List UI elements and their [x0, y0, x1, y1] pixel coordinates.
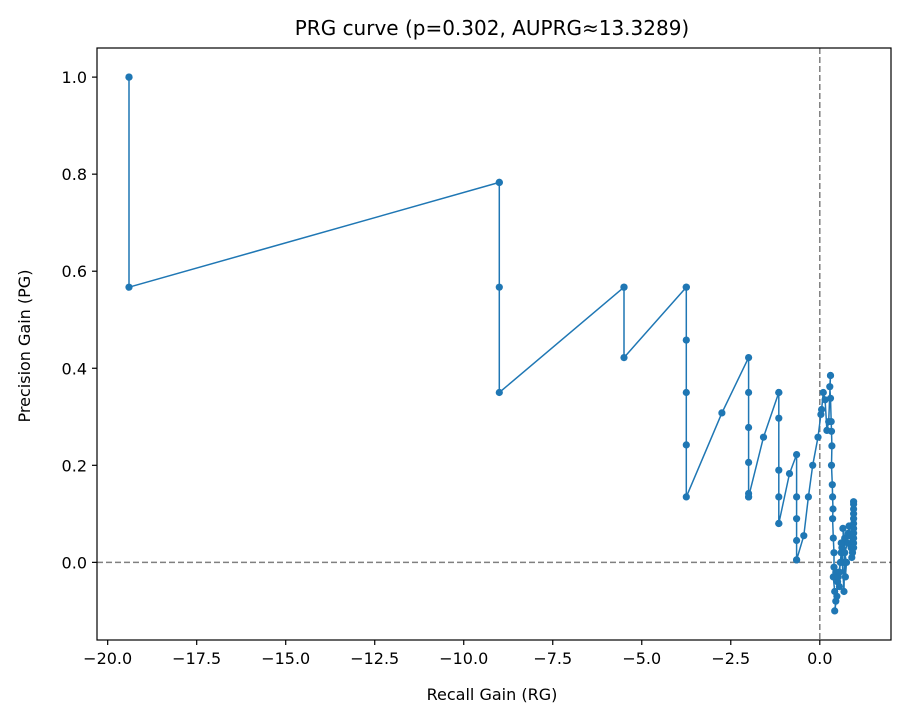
- data-point: [682, 388, 690, 397]
- data-point: [829, 493, 837, 501]
- y-tick-label: 0.2: [62, 456, 87, 475]
- x-tick-label: −15.0: [261, 649, 310, 668]
- data-point: [818, 405, 826, 414]
- data-point: [850, 515, 858, 523]
- x-tick-label: −20.0: [83, 649, 132, 668]
- data-point: [775, 414, 783, 422]
- data-point: [495, 283, 503, 291]
- data-point: [682, 493, 690, 501]
- data-point: [829, 515, 837, 523]
- y-tick-label: 0.8: [62, 165, 87, 184]
- x-tick-label: 0.0: [807, 649, 832, 668]
- plot-area: [97, 48, 891, 640]
- x-tick-label: −12.5: [350, 649, 399, 668]
- y-tick-label: 1.0: [62, 68, 87, 87]
- data-point: [809, 461, 817, 469]
- data-point: [827, 427, 836, 435]
- data-point: [682, 441, 690, 449]
- data-point: [850, 544, 858, 552]
- data-point: [821, 396, 829, 404]
- data-point: [841, 573, 850, 581]
- data-point: [745, 423, 753, 432]
- data-point: [827, 461, 836, 469]
- data-point: [793, 556, 801, 564]
- data-point: [785, 470, 794, 478]
- data-point: [835, 583, 844, 591]
- data-point: [814, 433, 822, 441]
- data-point: [495, 178, 503, 186]
- data-point: [620, 283, 628, 291]
- data-point: [835, 568, 844, 576]
- data-point: [831, 607, 839, 615]
- data-point: [841, 549, 849, 557]
- data-point: [775, 519, 783, 528]
- data-point: [850, 534, 858, 542]
- data-point: [793, 515, 801, 523]
- data-point: [826, 371, 835, 380]
- data-point: [800, 532, 808, 540]
- y-axis: 0.0 0.2 0.4 0.6 0.8 1.0: [62, 68, 97, 572]
- y-tick-label: 0.4: [62, 359, 87, 378]
- data-point: [839, 524, 847, 533]
- data-point: [682, 283, 690, 291]
- data-point: [819, 388, 827, 397]
- data-point: [826, 383, 834, 391]
- y-tick-label: 0.0: [62, 553, 87, 572]
- data-point: [745, 388, 753, 397]
- x-axis: −20.0 −17.5 −15.0 −12.5 −10.0 −7.5 −5.0 −2.5 0.0: [83, 640, 833, 668]
- data-point: [775, 493, 783, 501]
- x-tick-label: −2.5: [711, 649, 750, 668]
- y-axis-label: Precision Gain (PG): [15, 270, 34, 423]
- y-tick-label: 0.6: [62, 262, 87, 281]
- x-tick-label: −10.0: [439, 649, 488, 668]
- x-tick-label: −5.0: [622, 649, 661, 668]
- data-point: [793, 493, 801, 501]
- series-line: [128, 77, 855, 612]
- data-point: [759, 433, 768, 441]
- data-point: [828, 481, 836, 489]
- data-point: [850, 498, 858, 506]
- data-point: [850, 524, 858, 533]
- data-point: [745, 354, 753, 362]
- data-point: [840, 587, 848, 596]
- data-point: [793, 536, 801, 545]
- data-point: [830, 549, 838, 557]
- data-point: [828, 442, 836, 450]
- axes-frame: [96, 47, 892, 641]
- x-tick-label: −7.5: [533, 649, 572, 668]
- data-point: [775, 466, 783, 474]
- data-point: [718, 409, 726, 417]
- data-point: [827, 418, 835, 426]
- data-point: [793, 451, 801, 459]
- data-point: [804, 493, 813, 501]
- data-point: [620, 354, 628, 362]
- data-point: [745, 458, 753, 466]
- data-point: [775, 388, 783, 397]
- data-point: [125, 283, 133, 291]
- data-point: [495, 388, 503, 397]
- data-point: [745, 493, 753, 501]
- data-point: [842, 558, 851, 567]
- data-point: [829, 534, 837, 542]
- chart-title: PRG curve (p=0.302, AUPRG≈13.3289): [295, 16, 689, 40]
- x-axis-label: Recall Gain (RG): [427, 685, 558, 704]
- x-tick-label: −17.5: [172, 649, 221, 668]
- data-point: [125, 73, 133, 81]
- data-point: [829, 505, 837, 513]
- data-point: [826, 394, 835, 402]
- data-point: [682, 336, 690, 344]
- data-point: [833, 592, 841, 600]
